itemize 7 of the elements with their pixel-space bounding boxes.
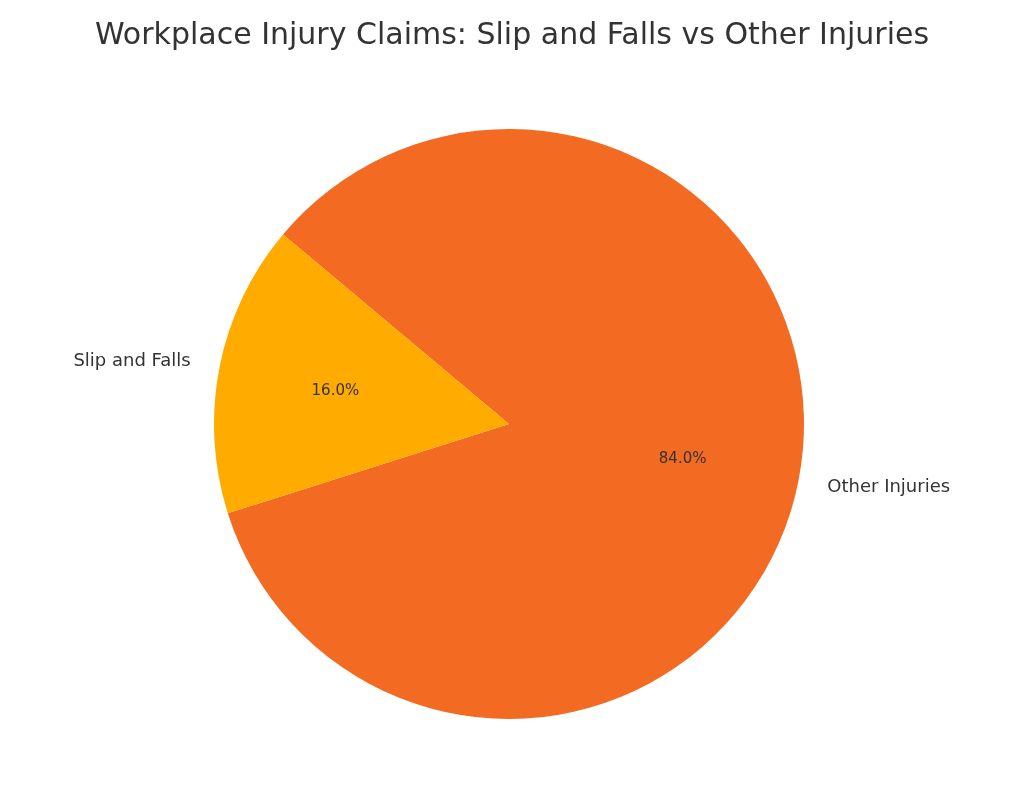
pie-slice	[227, 129, 804, 719]
data-label: 84.0%	[658, 449, 707, 468]
chart-title: Workplace Injury Claims: Slip and Falls vs Other Injuries	[94, 16, 930, 51]
data-label: 16.0%	[311, 380, 360, 399]
slice-label: Slip and Falls	[73, 348, 191, 370]
pie-slice	[214, 234, 509, 514]
slice-label: Other Injuries	[827, 475, 951, 497]
